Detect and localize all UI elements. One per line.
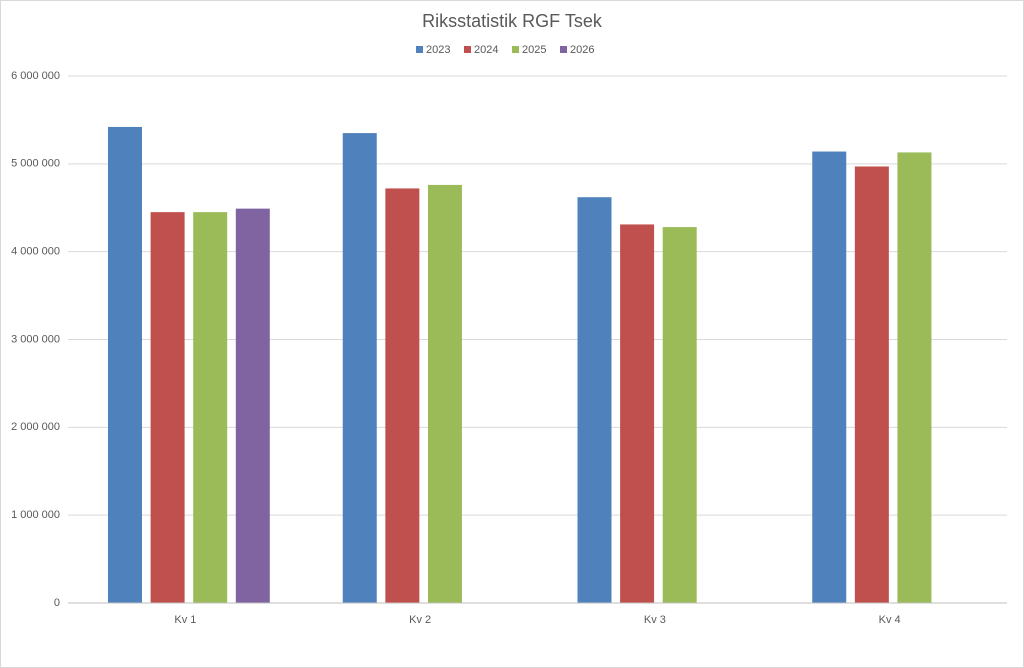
x-tick-label: Kv 3 (644, 614, 666, 626)
bar (385, 188, 420, 603)
y-tick-label: 4 000 000 (11, 246, 60, 258)
bar (662, 227, 697, 603)
bar (150, 212, 185, 603)
bar (577, 197, 612, 603)
legend-label: 2025 (522, 44, 546, 56)
bar (897, 152, 932, 604)
x-tick-label: Kv 2 (409, 614, 431, 626)
legend-swatch (512, 46, 519, 53)
bar (235, 208, 270, 603)
bar (193, 212, 228, 603)
y-tick-label: 3 000 000 (11, 333, 60, 345)
y-tick-label: 2 000 000 (11, 421, 60, 433)
legend-label: 2026 (570, 44, 594, 56)
bar (854, 166, 889, 604)
legend-label: 2023 (426, 44, 450, 56)
x-tick-label: Kv 4 (879, 614, 901, 626)
bar (108, 126, 142, 604)
legend-swatch (560, 46, 567, 53)
legend-swatch (464, 46, 471, 53)
x-tick-label: Kv 1 (174, 614, 196, 626)
legend-swatch (416, 46, 423, 53)
legend-label: 2024 (474, 44, 498, 56)
bar (342, 133, 377, 603)
y-tick-label: 1 000 000 (11, 509, 60, 521)
bar (427, 184, 462, 603)
bar (620, 224, 655, 603)
y-tick-label: 6 000 000 (11, 70, 60, 82)
y-tick-label: 5 000 000 (11, 158, 60, 170)
bar (812, 151, 847, 603)
chart-title: Riksstatistik RGF Tsek (422, 11, 603, 31)
y-tick-label: 0 (54, 597, 60, 609)
